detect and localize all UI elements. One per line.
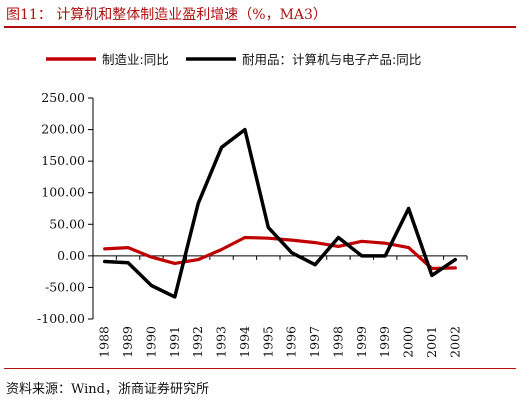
y-tick-label: -100.00 (37, 311, 85, 326)
source-note: 资料来源：Wind，浙商证券研究所 (6, 382, 209, 397)
figure-title: 图11： 计算机和整体制造业盈利增速（%，MA3） (6, 7, 327, 23)
y-tick-label: 50.00 (49, 216, 85, 231)
x-tick-label: 2002 (447, 326, 462, 358)
y-tick-label: 100.00 (41, 185, 85, 200)
x-tick-label: 1996 (284, 326, 299, 358)
x-tick-label: 1998 (330, 326, 345, 358)
y-tick-label: 150.00 (41, 153, 85, 168)
x-tick-label: 1989 (120, 326, 135, 358)
x-tick-label: 2001 (424, 326, 439, 358)
source-rule (4, 368, 516, 369)
x-tick-label: 1999 (377, 326, 392, 358)
legend-label-consumer: 耐用品：计算机与电子产品:同比 (242, 52, 421, 67)
y-tick-label: -50.00 (45, 279, 85, 294)
series-line-consumer (102, 127, 458, 299)
x-tick-label: 1999 (354, 326, 369, 358)
x-tick-label: 1992 (190, 326, 205, 358)
x-tick-label: 1991 (167, 326, 182, 358)
title-rule (4, 26, 516, 28)
x-tick-label: 1997 (307, 326, 322, 358)
x-tick-label: 1988 (97, 326, 112, 358)
x-tick-label: 1993 (214, 326, 229, 358)
y-tick-label: 200.00 (41, 122, 85, 137)
x-tick-label: 1995 (260, 326, 275, 358)
legend-label-manufacturing: 制造业:同比 (102, 52, 169, 67)
x-tick-label: 2000 (401, 326, 416, 358)
legend: 制造业:同比 耐用品：计算机与电子产品:同比 (46, 52, 421, 67)
axes: -100.00 -50.00 0.00 50.00 100.00 150.00 200.00… (37, 90, 468, 358)
y-tick-label: 250.00 (41, 90, 85, 105)
x-tick-label: 1990 (143, 326, 158, 358)
series-layer (102, 127, 458, 299)
x-tick-label: 1994 (237, 326, 252, 358)
y-tick-label: 0.00 (57, 248, 85, 263)
